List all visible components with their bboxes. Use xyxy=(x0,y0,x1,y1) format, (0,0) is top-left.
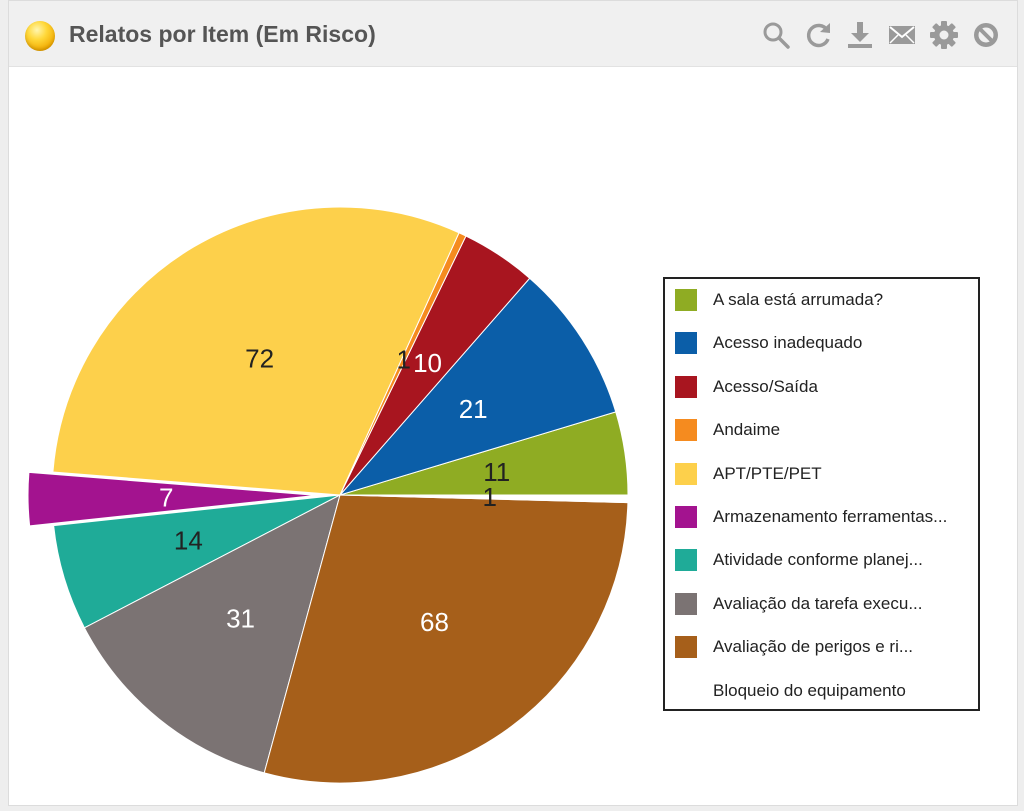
block-button[interactable] xyxy=(969,18,1003,52)
pie-slice-value-7: 31 xyxy=(226,603,255,633)
mail-icon xyxy=(889,26,915,44)
pie-slice-value-6: 14 xyxy=(174,526,203,556)
pie-slice-value-5: 7 xyxy=(159,482,173,512)
legend-swatch xyxy=(675,636,697,659)
search-icon xyxy=(763,22,790,49)
legend-label: A sala está arrumada? xyxy=(713,290,884,309)
status-indicator-icon xyxy=(25,21,55,51)
download-icon xyxy=(848,22,872,48)
pie-slice-9[interactable] xyxy=(339,494,629,504)
legend-swatch xyxy=(675,419,697,442)
legend-swatch xyxy=(675,679,697,702)
pie-slice-1[interactable] xyxy=(338,277,617,496)
legend-label: Andaime xyxy=(713,420,781,440)
pie-slice-4[interactable] xyxy=(52,206,460,496)
legend-label: Avaliação de perigos e ri... xyxy=(713,637,914,657)
email-button[interactable] xyxy=(885,18,919,52)
chart-legend: A sala está arrumada? Acesso inadequado Ac… xyxy=(663,277,980,711)
legend-item[interactable]: Atividade conforme planej... xyxy=(675,547,923,573)
pie-slice-value-0: 11 xyxy=(483,457,510,487)
refresh-icon xyxy=(806,23,830,48)
pie-slice-value-1: 21 xyxy=(459,394,488,424)
legend-label: Atividade conforme planej... xyxy=(713,550,923,570)
pie-slice-7[interactable] xyxy=(83,494,341,774)
legend-swatch xyxy=(675,592,697,615)
legend-swatch xyxy=(675,332,697,355)
legend-label: Acesso/Saída xyxy=(713,376,818,396)
chart-panel: Relatos por Item (Em Risco) xyxy=(8,0,1018,806)
legend-label: Acesso inadequado xyxy=(713,333,863,353)
legend-item[interactable]: Avaliação da tarefa execu... xyxy=(675,591,923,617)
legend-item[interactable]: Acesso/Saída xyxy=(675,374,818,400)
legend-item[interactable]: Acesso inadequado xyxy=(675,330,862,356)
legend-item[interactable]: Bloqueio do equipamento xyxy=(675,678,906,704)
legend-item[interactable]: APT/PTE/PET xyxy=(675,461,822,487)
pie-slice-5[interactable] xyxy=(27,471,317,527)
toolbar xyxy=(759,18,1003,54)
legend-label: Avaliação da tarefa execu... xyxy=(713,593,923,613)
legend-swatch xyxy=(675,549,697,572)
legend-swatch xyxy=(675,506,697,528)
legend-label: Armazenamento ferramentas... xyxy=(713,507,948,526)
pie-slice-8[interactable] xyxy=(263,494,629,784)
legend-label: APT/PTE/PET xyxy=(713,463,822,483)
legend-swatch xyxy=(675,375,697,398)
panel-header: Relatos por Item (Em Risco) xyxy=(9,1,1017,67)
panel-title: Relatos por Item (Em Risco) xyxy=(69,21,376,47)
gear-icon xyxy=(930,21,958,49)
refresh-button[interactable] xyxy=(801,18,835,52)
pie-slice-value-8: 68 xyxy=(420,607,449,637)
pie-slice-value-4: 72 xyxy=(245,344,274,374)
chart-area: 11 21 10 1 72 7 14 31 68 1 A sala está arrumada? A… xyxy=(9,67,1019,807)
legend-item[interactable]: Armazenamento ferramentas... xyxy=(675,504,947,530)
legend-label: Bloqueio do equipamento xyxy=(713,680,906,700)
pie-slice-value-9: 1 xyxy=(483,482,497,512)
legend-item[interactable]: A sala está arrumada? xyxy=(675,287,883,313)
legend-item[interactable]: Avaliação de perigos e ri... xyxy=(675,634,913,660)
search-button[interactable] xyxy=(759,18,793,52)
pie-slice-value-2: 10 xyxy=(413,348,442,378)
pie-slice-value-3: 1 xyxy=(396,344,410,374)
block-icon xyxy=(974,23,998,47)
legend-swatch xyxy=(675,289,697,311)
settings-button[interactable] xyxy=(927,18,961,52)
legend-item[interactable]: Andaime xyxy=(675,417,780,443)
legend-swatch xyxy=(675,462,697,485)
download-button[interactable] xyxy=(843,18,877,52)
